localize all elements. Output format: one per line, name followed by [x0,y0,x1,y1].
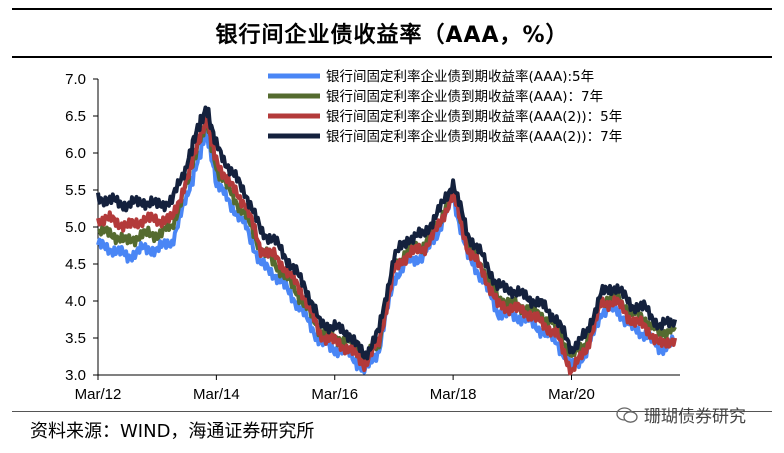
x-tick-label: Mar/18 [430,386,477,403]
x-tick-label: Mar/14 [193,386,240,403]
y-tick-label: 6.0 [65,145,86,162]
y-tick-label: 4.5 [65,256,86,273]
y-tick-label: 4.0 [65,293,86,310]
watermark-text: 珊瑚债券研究 [644,407,746,427]
y-tick-label: 5.5 [65,182,86,199]
y-tick-label: 3.0 [65,367,86,384]
legend-label: 银行间固定利率企业债到期收益率(AAA(2))：5年 [326,108,622,125]
legend-label: 银行间固定利率企业债到期收益率(AAA):5年 [326,68,594,85]
y-tick-label: 5.0 [65,219,86,236]
y-tick-label: 7.0 [65,71,86,88]
watermark: 珊瑚债券研究 [616,402,746,427]
legend-label: 银行间固定利率企业债到期收益率(AAA)：7年 [326,88,603,105]
wechat-icon [616,406,638,423]
chart-title: 银行间企业债收益率（AAA，%） [215,23,569,48]
series-line [96,105,678,361]
footer-divider [12,411,772,412]
x-tick-label: Mar/16 [311,386,358,403]
x-tick-label: Mar/12 [75,386,122,403]
y-tick-label: 6.5 [65,108,86,125]
y-tick-label: 3.5 [65,330,86,347]
chart-title-bar: 银行间企业债收益率（AAA，%） [12,8,772,58]
line-chart: 3.0 3.5 4.0 4.5 5.0 5.5 6.0 6.5 7.0 Mar/12 Mar/14 M… [65,68,680,403]
legend-label: 银行间固定利率企业债到期收益率(AAA(2))：7年 [326,128,622,145]
source-note: 资料来源：WIND，海通证券研究所 [30,421,315,442]
x-tick-label: Mar/20 [548,386,595,403]
